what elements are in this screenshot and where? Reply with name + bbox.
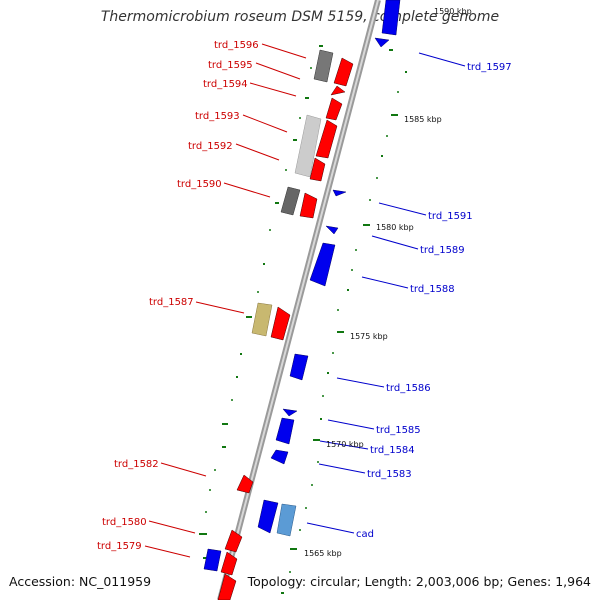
right-label-leaders (306, 52, 466, 534)
accession-text: Accession: NC_011959 (9, 574, 152, 589)
gene-trd-1593-a (325, 97, 343, 121)
label-trd-1593: trd_1593 (195, 111, 240, 122)
right-gene-labels: trd_1597 trd_1591 trd_1589 trd_1588 trd_… (356, 62, 512, 540)
left-gene-labels: trd_1596 trd_1595 trd_1594 trd_1593 trd_… (97, 40, 259, 552)
gene-trd-1590 (299, 192, 318, 219)
left-label-leaders (144, 43, 307, 558)
label-trd-1590: trd_1590 (177, 179, 222, 190)
label-trd-1585: trd_1585 (376, 425, 421, 436)
label-cad: cad (356, 529, 374, 540)
scale-labels: 1590 kbp 1585 kbp 1580 kbp 1575 kbp 1570… (304, 7, 472, 558)
genome-backbone-highlight (219, 0, 379, 600)
scale-label-1585: 1585 kbp (404, 115, 442, 124)
outer-left-guide-ticks (199, 45, 323, 559)
gene-trd-1592 (309, 157, 326, 182)
gene-trd-1588 (309, 242, 336, 287)
gene-trd-1590-gray (280, 186, 301, 216)
scale-label-1590: 1590 kbp (434, 7, 472, 16)
label-trd-1595: trd_1595 (208, 60, 253, 71)
label-trd-1589: trd_1589 (420, 245, 465, 256)
label-trd-1582: trd_1582 (114, 459, 159, 470)
gene-cad (276, 503, 297, 537)
forward-strand-genes (203, 49, 354, 600)
inner-right-guide-ticks (281, 49, 407, 594)
genome-summary-text: Topology: circular; Length: 2,003,006 bp… (247, 574, 591, 589)
label-trd-1592: trd_1592 (188, 141, 233, 152)
scale-label-1580: 1580 kbp (376, 223, 414, 232)
label-trd-1591: trd_1591 (428, 211, 473, 222)
gene-trd-1596 (313, 49, 334, 83)
scale-label-1570: 1570 kbp (326, 440, 364, 449)
gene-trd-1586 (289, 353, 309, 381)
gene-trd-1597 (381, 0, 401, 36)
label-trd-1588: trd_1588 (410, 284, 455, 295)
gene-trd-1595 (333, 57, 354, 87)
gene-trd-1592-gray (294, 114, 322, 178)
guide-dots (205, 67, 399, 573)
gene-trd-1593-b (315, 119, 338, 159)
scale-label-1575: 1575 kbp (350, 332, 388, 341)
gene-trd-1579-blue (203, 548, 222, 572)
label-trd-1584: trd_1584 (370, 445, 415, 456)
map-title: Thermomicrobium roseum DSM 5159, complet… (100, 9, 500, 25)
gene-trd-1579-red (220, 551, 238, 576)
gene-trd-1587-olive (251, 302, 273, 337)
gene-trd-1585-tip (282, 408, 298, 417)
gene-trd-1597-tip (374, 37, 390, 48)
label-trd-1586: trd_1586 (386, 383, 431, 394)
reverse-strand-genes (257, 0, 401, 537)
gene-trd-1578-red (217, 573, 237, 600)
label-trd-1580: trd_1580 (102, 517, 147, 528)
gene-trd-1587 (270, 306, 291, 341)
gene-trd-1591 (332, 189, 347, 197)
gene-trd-1589 (325, 225, 339, 235)
scale-label-1565: 1565 kbp (304, 549, 342, 558)
gene-trd-1594 (330, 85, 346, 96)
gene-cad-blue (257, 499, 279, 534)
gene-trd-1582 (236, 474, 254, 494)
label-trd-1587: trd_1587 (149, 297, 194, 308)
gene-trd-1580 (224, 529, 243, 553)
label-trd-1583: trd_1583 (367, 469, 412, 480)
label-trd-1596: trd_1596 (214, 40, 259, 51)
label-trd-1597: trd_1597 (467, 62, 512, 73)
gene-trd-1585 (275, 417, 295, 445)
gene-trd-1583 (270, 449, 289, 465)
label-trd-1594: trd_1594 (203, 79, 248, 90)
label-trd-1579: trd_1579 (97, 541, 142, 552)
